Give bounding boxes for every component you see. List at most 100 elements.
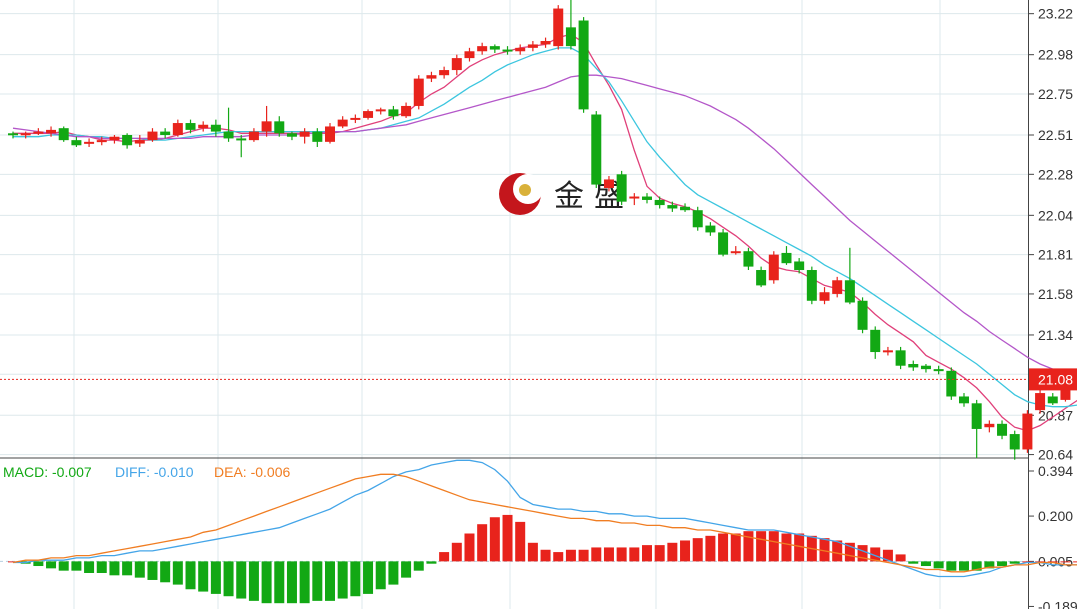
macd-bar xyxy=(756,531,767,562)
macd-bar xyxy=(33,561,44,567)
candle-body xyxy=(806,270,817,301)
candle-body xyxy=(84,141,95,144)
candle-body xyxy=(642,196,652,200)
candle xyxy=(350,114,361,124)
candle-body xyxy=(984,423,995,428)
candle xyxy=(946,367,957,400)
macd-bar xyxy=(730,533,741,562)
svg-text:MACD: -0.007 DIFF: -0.010: MACD: -0.007 DIFF: -0.010 DEA: -0.006 xyxy=(3,464,290,480)
ma10-line xyxy=(13,47,1077,408)
macd-lines xyxy=(12,459,1077,578)
candle xyxy=(223,107,234,142)
macd-bar xyxy=(895,554,906,562)
price-tick-label: 20.64 xyxy=(1038,447,1073,463)
candle-body xyxy=(248,131,259,141)
candle xyxy=(96,136,107,146)
candle-body xyxy=(223,131,234,139)
candle-body xyxy=(1035,393,1046,411)
candle xyxy=(426,71,437,83)
macd-bar xyxy=(667,542,678,562)
candle-body xyxy=(96,140,107,143)
candle xyxy=(261,105,272,137)
candle xyxy=(794,258,805,274)
candle-body xyxy=(502,49,513,52)
candle-body xyxy=(997,423,1008,436)
candle-body xyxy=(718,232,729,255)
candle xyxy=(730,246,741,255)
candle-body xyxy=(312,131,323,142)
candle-body xyxy=(1060,389,1071,400)
candle xyxy=(134,135,145,147)
macd-bar xyxy=(58,561,69,571)
candle xyxy=(210,119,221,137)
macd-bar xyxy=(147,561,158,580)
macd-bar xyxy=(680,540,691,562)
candle xyxy=(692,206,703,231)
candle-body xyxy=(439,70,450,76)
macd-bar xyxy=(134,561,145,578)
candle-body xyxy=(299,131,310,137)
candle xyxy=(1047,393,1058,406)
macd-bar xyxy=(451,542,462,562)
candle xyxy=(413,75,424,110)
candle-body xyxy=(286,133,297,137)
macd-bar xyxy=(84,561,95,573)
diff-label: DIFF: -0.010 xyxy=(115,464,194,480)
macd-bar xyxy=(426,561,437,564)
candle xyxy=(502,46,513,55)
macd-bar xyxy=(401,561,412,578)
candle-body xyxy=(325,126,335,142)
current-price-tag-label: 21.08 xyxy=(1038,371,1073,387)
candle xyxy=(147,128,158,142)
macd-bar xyxy=(870,547,881,562)
candle-body xyxy=(629,196,640,199)
macd-bar xyxy=(654,545,665,562)
candle xyxy=(363,109,374,120)
candle xyxy=(274,116,285,137)
candle xyxy=(832,276,843,298)
candle xyxy=(172,119,183,137)
candle xyxy=(401,102,412,118)
candle-body xyxy=(134,140,145,144)
macd-bar xyxy=(984,561,995,569)
candle xyxy=(642,193,652,204)
candle xyxy=(122,133,133,149)
candle-body xyxy=(122,135,133,146)
candle xyxy=(477,42,488,55)
candle xyxy=(248,128,259,142)
macd-bar xyxy=(274,561,285,604)
candle-body xyxy=(236,138,247,141)
macd-tick-label: 0.200 xyxy=(1038,508,1073,524)
macd-bar xyxy=(540,549,551,562)
price-axis: 23.22 22.98 22.75 22.51 22.28 22.04 21.81 21.58… xyxy=(1028,6,1073,463)
price-tick-label: 22.98 xyxy=(1038,47,1073,63)
candle-body xyxy=(71,140,82,146)
candle xyxy=(375,107,386,115)
candle-body xyxy=(426,75,437,79)
candle-body xyxy=(553,8,564,47)
candle-body xyxy=(781,252,792,264)
macd-bar xyxy=(908,561,919,564)
candle-body xyxy=(882,350,893,353)
macd-grid xyxy=(0,458,1028,609)
candle xyxy=(185,119,196,134)
macd-bar xyxy=(743,531,754,562)
candle xyxy=(667,201,678,212)
candle xyxy=(997,420,1008,440)
candle xyxy=(515,44,526,55)
price-tick-label: 21.34 xyxy=(1038,327,1073,343)
candle-body xyxy=(527,44,538,48)
candle xyxy=(286,131,297,141)
macd-bar xyxy=(248,561,259,601)
candle-body xyxy=(680,206,691,211)
macd-bar xyxy=(261,561,272,604)
macd-bar xyxy=(210,561,221,594)
watermark: 金盛 xyxy=(499,173,624,215)
candle xyxy=(920,364,931,373)
macd-bar xyxy=(832,540,843,562)
macd-histogram xyxy=(8,514,1077,604)
candle-body xyxy=(1022,413,1033,450)
macd-bar xyxy=(96,561,107,573)
macd-bar xyxy=(363,561,374,594)
